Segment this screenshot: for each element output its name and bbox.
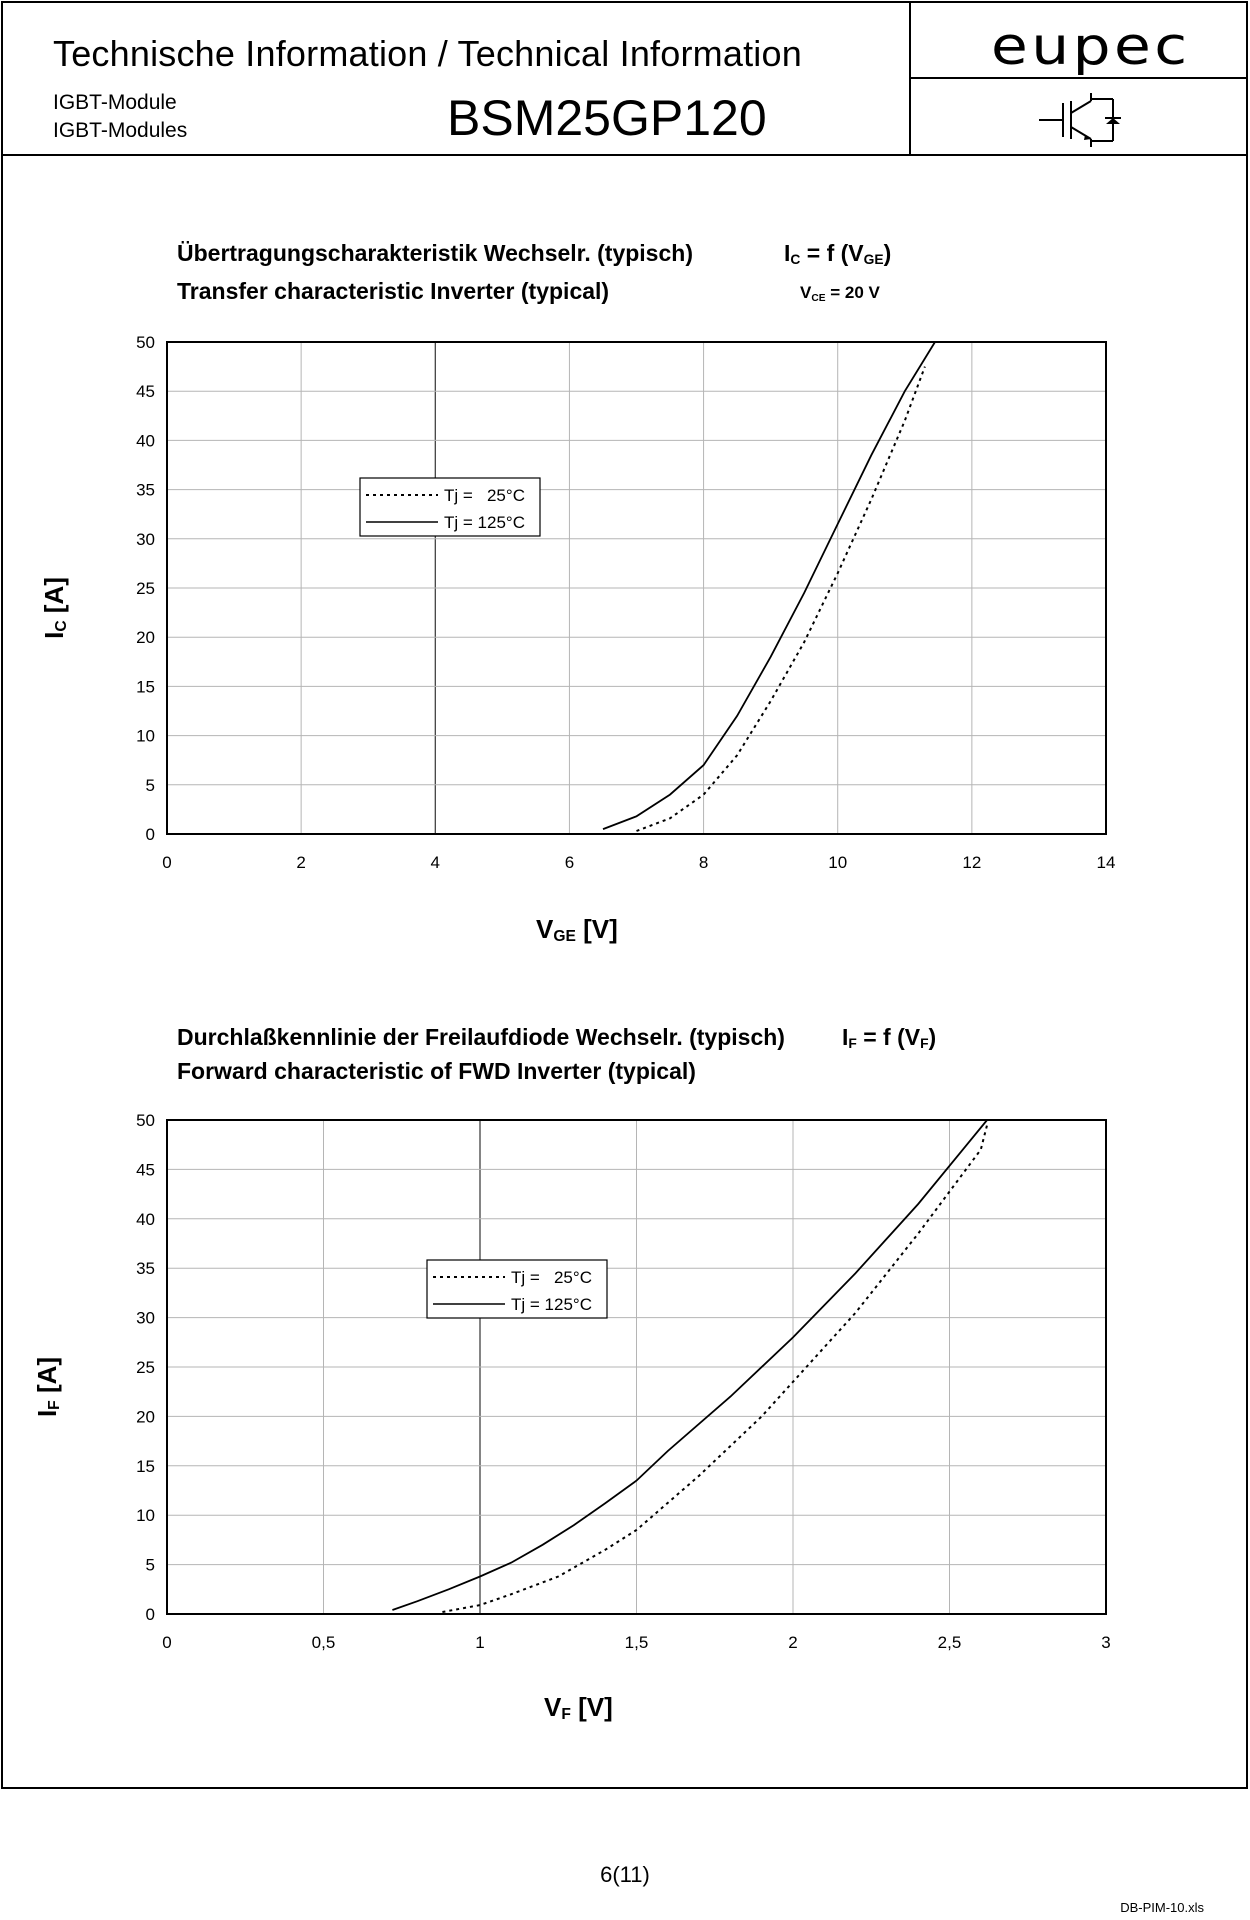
legend-box bbox=[359, 477, 541, 537]
eupec-logo: eupec bbox=[991, 17, 1191, 77]
plot-frame bbox=[166, 1119, 1107, 1615]
igbt-symbol-icon bbox=[1039, 93, 1121, 147]
chart1-title-en: Transfer characteristic Inverter (typica… bbox=[177, 278, 610, 304]
plot-frame bbox=[166, 341, 1107, 835]
series-line-25c bbox=[636, 366, 926, 832]
y-tick-label: 15 bbox=[136, 1457, 155, 1476]
xlabel-text: V bbox=[544, 1692, 562, 1722]
y-tick-label: 30 bbox=[136, 530, 155, 549]
legend-label: Tj = 125°C bbox=[511, 1295, 592, 1314]
x-tick-label: 1,5 bbox=[625, 1633, 649, 1652]
page-number: 6(11) bbox=[600, 1862, 650, 1887]
header: Technische Information / Technical Infor… bbox=[3, 3, 1246, 156]
header-logo-divider bbox=[909, 77, 1246, 79]
formula-text: ) bbox=[883, 240, 892, 266]
xlabel-subscript: GE bbox=[553, 928, 576, 945]
y-tick-label: 25 bbox=[136, 579, 155, 598]
chart1-formula: IC = f (VGE) bbox=[784, 240, 891, 267]
x-tick-label: 0 bbox=[162, 1633, 171, 1652]
y-tick-label: 45 bbox=[136, 382, 155, 401]
condition-text: V bbox=[800, 283, 812, 302]
formula-text: I bbox=[842, 1024, 849, 1050]
y-tick-label: 25 bbox=[136, 1358, 155, 1377]
y-tick-label: 5 bbox=[146, 1556, 155, 1575]
x-tick-label: 12 bbox=[962, 853, 981, 872]
y-tick-label: 45 bbox=[136, 1160, 155, 1179]
x-tick-label: 4 bbox=[431, 853, 440, 872]
formula-subscript: F bbox=[848, 1036, 857, 1051]
formula-text: I bbox=[784, 240, 791, 266]
y-tick-label: 10 bbox=[136, 727, 155, 746]
xlabel-text: V bbox=[536, 914, 554, 944]
y-tick-label: 35 bbox=[136, 1259, 155, 1278]
y-tick-label: 50 bbox=[136, 333, 155, 352]
y-tick-label: 50 bbox=[136, 1111, 155, 1130]
x-tick-label: 3 bbox=[1101, 1633, 1110, 1652]
condition-text: = 20 V bbox=[825, 283, 880, 302]
y-tick-label: 20 bbox=[136, 1407, 155, 1426]
xlabel-text: [V] bbox=[575, 914, 618, 944]
legend-label: Tj = 125°C bbox=[444, 513, 525, 532]
x-tick-label: 10 bbox=[828, 853, 847, 872]
formula-text: = f (V bbox=[800, 240, 864, 266]
chart1-condition: VCE = 20 V bbox=[800, 283, 880, 304]
formula-text: = f (V bbox=[856, 1024, 921, 1050]
y-tick-label: 30 bbox=[136, 1309, 155, 1328]
ylabel-text: [A] bbox=[32, 1356, 63, 1401]
formula-text: ) bbox=[928, 1024, 937, 1050]
y-tick-label: 10 bbox=[136, 1506, 155, 1525]
series-line-25c bbox=[442, 1124, 989, 1613]
formula-subscript: F bbox=[920, 1036, 929, 1051]
ylabel-text: I bbox=[32, 1409, 63, 1418]
x-tick-label: 2,5 bbox=[938, 1633, 962, 1652]
y-tick-label: 20 bbox=[136, 628, 155, 647]
legend-box bbox=[426, 1259, 608, 1319]
xlabel-text: [V] bbox=[570, 1692, 613, 1722]
formula-subscript: GE bbox=[863, 252, 884, 267]
x-tick-label: 0,5 bbox=[312, 1633, 336, 1652]
chart2-title-en: Forward characteristic of FWD Inverter (… bbox=[177, 1058, 696, 1084]
ylabel-subscript: F bbox=[46, 1400, 64, 1410]
legend-label: Tj = 25°C bbox=[444, 486, 525, 505]
chart2-ylabel: IF [A] bbox=[32, 1357, 64, 1417]
datasheet-frame: Technische Information / Technical Infor… bbox=[1, 1, 1248, 1789]
y-tick-label: 5 bbox=[146, 776, 155, 795]
legend-label: Tj = 25°C bbox=[511, 1268, 592, 1287]
part-number: BSM25GP120 bbox=[447, 90, 767, 146]
transfer-characteristic-chart: 0 2 4 6 8 10 12 14 0 5 10 15 20 25 30 35 40 45 50 Tj = 25°C… bbox=[136, 333, 1116, 872]
chart2-formula: IF = f (VF) bbox=[842, 1024, 936, 1051]
x-tick-label: 14 bbox=[1097, 853, 1116, 872]
y-tick-label: 15 bbox=[136, 677, 155, 696]
x-tick-label: 1 bbox=[475, 1633, 484, 1652]
y-tick-label: 35 bbox=[136, 481, 155, 500]
chart1-xlabel: VGE [V] bbox=[536, 914, 618, 946]
ylabel-text: [A] bbox=[38, 577, 69, 621]
xlabel-subscript: F bbox=[561, 1706, 571, 1723]
file-reference: DB-PIM-10.xls bbox=[1120, 1900, 1204, 1915]
x-tick-label: 6 bbox=[565, 853, 574, 872]
subtitle-en: IGBT-Modules bbox=[53, 119, 188, 142]
subtitle-de: IGBT-Module bbox=[53, 91, 177, 114]
ylabel-text: I bbox=[38, 631, 69, 639]
ylabel-subscript: C bbox=[52, 620, 70, 632]
condition-subscript: CE bbox=[811, 293, 826, 304]
x-tick-label: 2 bbox=[296, 853, 305, 872]
chart2-title-de: Durchlaßkennlinie der Freilaufdiode Wech… bbox=[177, 1024, 785, 1050]
x-tick-label: 0 bbox=[162, 853, 171, 872]
x-tick-label: 8 bbox=[699, 853, 708, 872]
chart1-title-de: Übertragungscharakteristik Wechselr. (ty… bbox=[177, 240, 693, 266]
y-tick-label: 0 bbox=[146, 825, 155, 844]
y-tick-label: 40 bbox=[136, 431, 155, 450]
y-tick-label: 40 bbox=[136, 1210, 155, 1229]
y-tick-label: 0 bbox=[146, 1605, 155, 1624]
series-line-125c bbox=[392, 1119, 988, 1611]
formula-subscript: C bbox=[790, 252, 801, 267]
x-tick-label: 2 bbox=[788, 1633, 797, 1652]
chart1-ylabel: IC [A] bbox=[39, 577, 71, 639]
page-title: Technische Information / Technical Infor… bbox=[53, 33, 802, 74]
series-line-125c bbox=[602, 341, 936, 830]
chart2-xlabel: VF [V] bbox=[544, 1692, 613, 1724]
